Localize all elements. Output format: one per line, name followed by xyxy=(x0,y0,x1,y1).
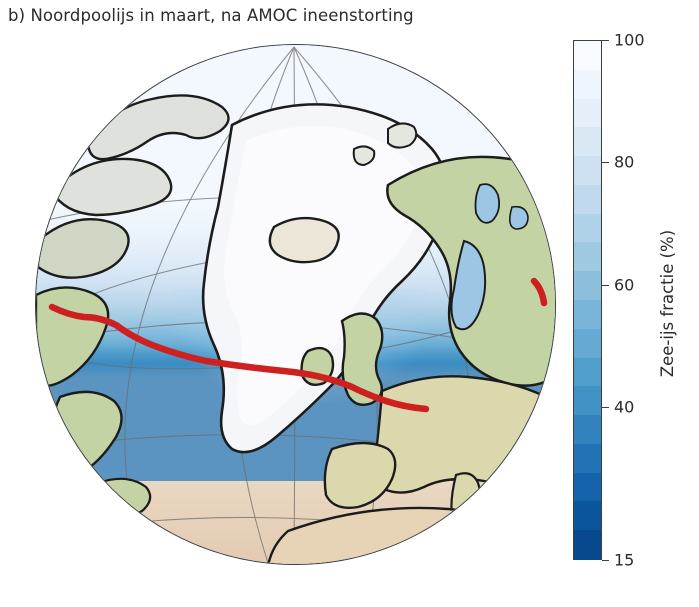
colorbar-tick-label: 15 xyxy=(614,550,635,570)
land-scandinavia xyxy=(386,155,555,387)
colorbar-band xyxy=(574,156,601,186)
colorbar-tick xyxy=(602,407,609,409)
colorbar-band xyxy=(574,300,601,330)
colorbar-band xyxy=(574,98,601,129)
colorbar-band xyxy=(574,271,601,301)
ice-edge-contour xyxy=(48,277,548,413)
colorbar xyxy=(573,40,602,560)
colorbar-tick-label: 40 xyxy=(614,397,635,417)
globe-disc xyxy=(35,44,556,565)
colorbar-band xyxy=(574,41,601,71)
globe-map xyxy=(35,44,556,565)
colorbar-tick-label: 60 xyxy=(614,275,635,295)
land-greenland xyxy=(201,103,448,454)
colorbar-band xyxy=(574,328,601,359)
colorbar-tick xyxy=(602,162,609,164)
colorbar-tick-label: 80 xyxy=(614,152,635,172)
colorbar-band xyxy=(574,69,601,100)
colorbar-band xyxy=(574,213,601,244)
colorbar-axis-label: Zee-ijs fractie (%) xyxy=(648,0,688,607)
colorbar-band xyxy=(574,530,601,560)
colorbar-band xyxy=(574,242,601,272)
colorbar-tick xyxy=(602,40,609,41)
colorbar-band xyxy=(574,415,601,445)
colorbar-band xyxy=(574,357,601,388)
land-canadian-arctic xyxy=(36,94,230,522)
land-north-africa xyxy=(267,506,555,564)
colorbar-band xyxy=(574,184,601,215)
colorbar-band xyxy=(574,501,601,531)
colorbar-band xyxy=(574,127,601,157)
figure-title: b) Noordpoolijs in maart, na AMOC ineens… xyxy=(8,6,414,25)
colorbar-band xyxy=(574,386,601,416)
colorbar-tick xyxy=(602,284,609,286)
land-iceland xyxy=(268,216,340,264)
colorbar-band xyxy=(574,443,601,474)
colorbar-tick-label: 100 xyxy=(614,30,645,50)
colorbar-band xyxy=(574,472,601,503)
colorbar-tick xyxy=(602,560,609,561)
colorbar-ticks: 100 80 60 40 15 xyxy=(602,31,698,570)
colorbar-axis-label-text: Zee-ijs fractie (%) xyxy=(658,229,678,378)
land-svalbard xyxy=(352,122,418,167)
colorbar-gradient xyxy=(573,40,602,560)
